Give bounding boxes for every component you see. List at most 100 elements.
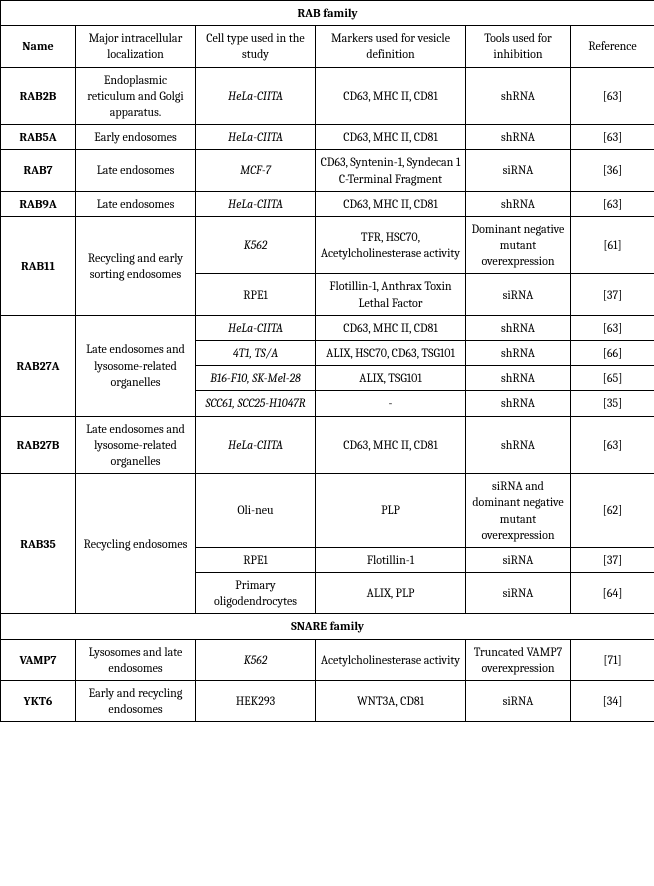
protein-name: RAB27A [1,315,76,416]
localization-cell: Late endosomes [76,191,196,216]
table-row: RAB2BEndoplasmic reticulum and Golgi app… [1,67,654,125]
col-header-local: Major intracellular localization [76,26,196,67]
protein-name: RAB2B [1,67,76,125]
localization-cell: Recycling and early sorting endosomes [76,216,196,315]
reference-cell: [71] [571,639,654,680]
markers-cell: ALIX, TSG101 [316,366,466,391]
col-header-tools: Tools used for inhibition [466,26,571,67]
cell-type-cell: HEK293 [196,681,316,722]
cell-type-cell: HeLa-CIITA [196,315,316,340]
localization-cell: Recycling endosomes [76,474,196,614]
protein-name: RAB35 [1,474,76,614]
cell-type-cell: SCC61, SCC25-H1047R [196,391,316,416]
tools-cell: siRNA [466,150,571,191]
markers-cell: PLP [316,474,466,548]
tools-cell: siRNA [466,573,571,614]
tools-cell: shRNA [466,366,571,391]
reference-cell: [63] [571,125,654,150]
reference-cell: [65] [571,366,654,391]
table-row: RAB7Late endosomesMCF-7CD63, Syntenin-1,… [1,150,654,191]
tools-cell: shRNA [466,341,571,366]
table-row: RAB11Recycling and early sorting endosom… [1,216,654,274]
reference-cell: [34] [571,681,654,722]
markers-cell: Flotillin-1 [316,547,466,572]
markers-cell: Acetylcholinesterase activity [316,639,466,680]
cell-type-cell: RPE1 [196,547,316,572]
reference-cell: [63] [571,315,654,340]
reference-cell: [66] [571,341,654,366]
tools-cell: siRNA and dominant negative mutant overe… [466,474,571,548]
localization-cell: Late endosomes and lysosome-related orga… [76,315,196,416]
localization-cell: Late endosomes [76,150,196,191]
cell-type-cell: Oli-neu [196,474,316,548]
reference-cell: [36] [571,150,654,191]
tools-cell: Dominant negative mutant overexpression [466,216,571,274]
reference-cell: [35] [571,391,654,416]
cell-type-cell: MCF-7 [196,150,316,191]
tools-cell: shRNA [466,391,571,416]
markers-cell: TFR, HSC70, Acetylcholinesterase activit… [316,216,466,274]
cell-type-cell: B16-F10, SK-Mel-28 [196,366,316,391]
protein-name: YKT6 [1,681,76,722]
reference-cell: [64] [571,573,654,614]
markers-cell: ALIX, HSC70, CD63, TSG101 [316,341,466,366]
tools-cell: Truncated VAMP7 overexpression [466,639,571,680]
section-title: SNARE family [1,614,654,639]
markers-cell: CD63, MHC II, CD81 [316,125,466,150]
localization-cell: Lysosomes and late endosomes [76,639,196,680]
tools-cell: siRNA [466,274,571,315]
reference-cell: [63] [571,67,654,125]
cell-type-cell: 4T1, TS/A [196,341,316,366]
tools-cell: shRNA [466,315,571,340]
protein-name: RAB27B [1,416,76,474]
cell-type-cell: RPE1 [196,274,316,315]
localization-cell: Endoplasmic reticulum and Golgi apparatu… [76,67,196,125]
table-row: RAB27ALate endosomes and lysosome-relate… [1,315,654,340]
reference-cell: [63] [571,416,654,474]
markers-cell: CD63, MHC II, CD81 [316,416,466,474]
col-header-cell: Cell type used in the study [196,26,316,67]
markers-cell: CD63, Syntenin-1, Syndecan 1 C-Terminal … [316,150,466,191]
table-row: RAB35Recycling endosomesOli-neuPLPsiRNA … [1,474,654,548]
section-title: RAB family [1,1,654,26]
cell-type-cell: HeLa-CIITA [196,416,316,474]
localization-cell: Early and recycling endosomes [76,681,196,722]
tools-cell: siRNA [466,681,571,722]
protein-name: RAB5A [1,125,76,150]
markers-cell: CD63, MHC II, CD81 [316,191,466,216]
markers-cell: - [316,391,466,416]
markers-cell: Flotillin-1, Anthrax Toxin Lethal Factor [316,274,466,315]
localization-cell: Late endosomes and lysosome-related orga… [76,416,196,474]
table-row: RAB9ALate endosomesHeLa-CIITACD63, MHC I… [1,191,654,216]
tools-cell: shRNA [466,67,571,125]
protein-name: VAMP7 [1,639,76,680]
cell-type-cell: K562 [196,639,316,680]
protein-name: RAB9A [1,191,76,216]
table-row: RAB27BLate endosomes and lysosome-relate… [1,416,654,474]
rab-snare-table: RAB familyNameMajor intracellular locali… [0,0,654,722]
table-row: RAB5AEarly endosomesHeLa-CIITACD63, MHC … [1,125,654,150]
reference-cell: [37] [571,547,654,572]
table-row: VAMP7Lysosomes and late endosomesK562Ace… [1,639,654,680]
tools-cell: shRNA [466,416,571,474]
markers-cell: ALIX, PLP [316,573,466,614]
cell-type-cell: K562 [196,216,316,274]
markers-cell: WNT3A, CD81 [316,681,466,722]
reference-cell: [61] [571,216,654,274]
table-row: YKT6Early and recycling endosomesHEK293W… [1,681,654,722]
col-header-ref: Reference [571,26,654,67]
cell-type-cell: Primary oligodendrocytes [196,573,316,614]
localization-cell: Early endosomes [76,125,196,150]
tools-cell: siRNA [466,547,571,572]
markers-cell: CD63, MHC II, CD81 [316,315,466,340]
tools-cell: shRNA [466,125,571,150]
cell-type-cell: HeLa-CIITA [196,125,316,150]
tools-cell: shRNA [466,191,571,216]
protein-name: RAB7 [1,150,76,191]
reference-cell: [62] [571,474,654,548]
col-header-name: Name [1,26,76,67]
cell-type-cell: HeLa-CIITA [196,67,316,125]
col-header-markers: Markers used for vesicle definition [316,26,466,67]
protein-name: RAB11 [1,216,76,315]
reference-cell: [63] [571,191,654,216]
